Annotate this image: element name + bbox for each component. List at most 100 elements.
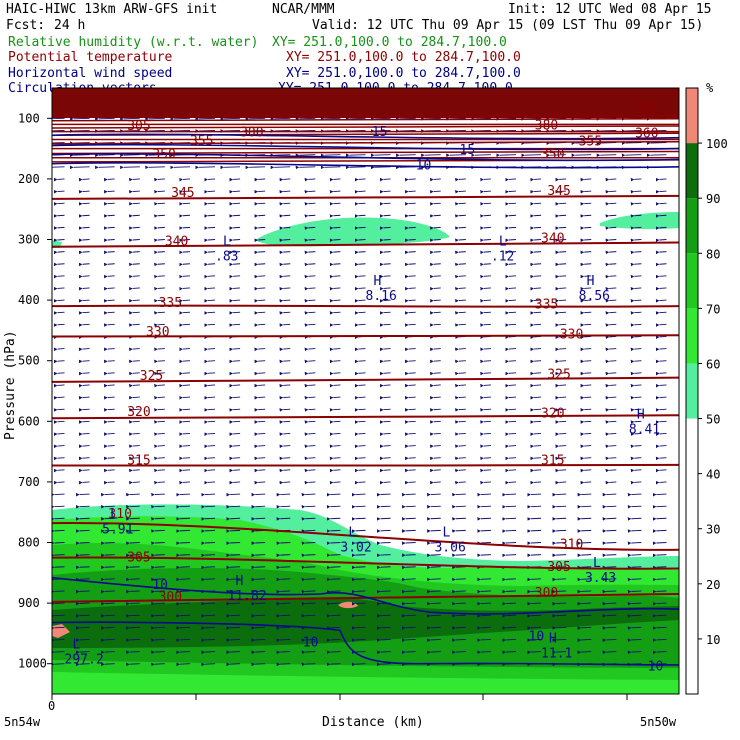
circulation-vector: [270, 129, 291, 133]
circulation-vector: [179, 359, 190, 364]
extremum-type: L: [348, 526, 356, 541]
circulation-vector: [103, 274, 115, 279]
circulation-vector: [151, 601, 165, 606]
circulation-vector: [354, 226, 366, 230]
circulation-vector: [379, 383, 391, 388]
circulation-vector: [354, 323, 366, 327]
circulation-vector: [596, 153, 617, 158]
colorbar-bin: [686, 143, 698, 199]
circulation-vector: [329, 347, 341, 352]
circulation-vector: [53, 238, 65, 243]
circulation-vector: [602, 577, 617, 582]
circulation-vector: [555, 468, 567, 473]
circulation-vector: [505, 238, 517, 243]
circulation-vector: [605, 262, 617, 267]
circulation-vector: [427, 601, 441, 606]
circulation-vector: [304, 262, 316, 267]
circulation-vector: [329, 299, 341, 303]
circulation-vector: [53, 480, 65, 485]
circulation-vector: [129, 408, 140, 412]
circulation-vector: [295, 165, 316, 170]
circulation-vector: [52, 117, 65, 120]
circulation-vector: [229, 456, 241, 461]
circulation-vector: [126, 505, 140, 509]
circulation-vector: [655, 396, 667, 400]
circulation-vector: [78, 396, 90, 400]
circulation-vector: [605, 238, 617, 243]
circulation-vector: [605, 359, 617, 364]
circulation-vector: [254, 189, 266, 194]
y-tick-label: 600: [18, 414, 40, 428]
circulation-vector: [204, 189, 216, 194]
y-tick-label: 200: [18, 172, 40, 186]
circulation-vector: [345, 165, 366, 170]
circulation-vector: [455, 444, 466, 449]
circulation-vector: [602, 529, 617, 533]
circulation-vector: [279, 177, 291, 182]
circulation-vector: [404, 383, 416, 388]
circulation-vector: [652, 638, 667, 642]
circulation-vector: [605, 274, 617, 279]
circulation-vector: [555, 238, 567, 243]
circulation-vector: [577, 577, 592, 582]
circulation-vector: [52, 589, 65, 594]
circulation-vector: [229, 189, 241, 194]
circulation-vector: [229, 480, 241, 485]
circulation-vector: [270, 153, 291, 158]
circulation-vector: [379, 359, 391, 364]
circulation-vector: [279, 202, 291, 206]
x-axis: 0 5n54w Distance (km) 5n50w: [4, 694, 677, 730]
circulation-vector: [627, 541, 642, 545]
circulation-vector: [254, 250, 266, 255]
circulation-vector: [354, 250, 366, 255]
extremum-value: .83: [215, 250, 238, 265]
circulation-vector: [103, 311, 115, 315]
theta-contour: [52, 522, 679, 551]
circulation-vector: [254, 383, 266, 388]
field-legend: Relative humidity (w.r.t. water) XY= 251…: [8, 35, 521, 96]
circulation-vector: [75, 601, 90, 606]
circulation-vector: [427, 577, 441, 582]
circulation-vector: [505, 177, 517, 182]
circulation-vector: [204, 444, 216, 449]
circulation-vector: [630, 335, 642, 340]
circulation-vector: [229, 286, 241, 291]
circulation-vector: [229, 468, 241, 473]
circulation-vector: [226, 626, 241, 630]
circulation-vector: [52, 601, 65, 606]
circulation-vector: [326, 565, 341, 570]
circulation-vector: [455, 359, 466, 364]
circulation-vector: [527, 541, 542, 545]
circulation-vector: [201, 492, 216, 497]
circulation-vector: [151, 541, 165, 545]
circulation-vector: [379, 274, 391, 279]
circulation-vector: [577, 650, 592, 655]
y-tick-label: 300: [18, 233, 40, 247]
circulation-vector: [329, 238, 341, 243]
circulation-vector: [226, 662, 241, 667]
circulation-vector: [251, 662, 266, 667]
circulation-vector: [505, 468, 517, 473]
circulation-vector: [53, 202, 65, 206]
theta-label: 310: [560, 537, 583, 552]
circulation-vector: [254, 444, 266, 449]
circulation-vector: [555, 432, 567, 436]
circulation-vector: [496, 153, 516, 158]
circulation-vector: [304, 383, 316, 388]
circulation-vector: [226, 505, 241, 509]
circulation-vector: [254, 214, 266, 218]
circulation-vector: [329, 420, 341, 424]
circulation-vector: [126, 529, 140, 533]
circulation-vector: [254, 323, 266, 327]
field-xy: XY= 251.0,100.0 to 284.7,100.0: [272, 35, 507, 50]
circulation-vector: [145, 165, 165, 170]
circulation-vector: [379, 311, 391, 315]
circulation-vector: [320, 129, 341, 133]
wind-label: 10: [152, 578, 168, 593]
circulation-vector: [103, 262, 115, 267]
circulation-vector: [129, 468, 140, 473]
circulation-vector: [655, 202, 667, 206]
circulation-vector: [279, 286, 291, 291]
circulation-vector: [53, 347, 65, 352]
circulation-vector: [630, 444, 642, 449]
